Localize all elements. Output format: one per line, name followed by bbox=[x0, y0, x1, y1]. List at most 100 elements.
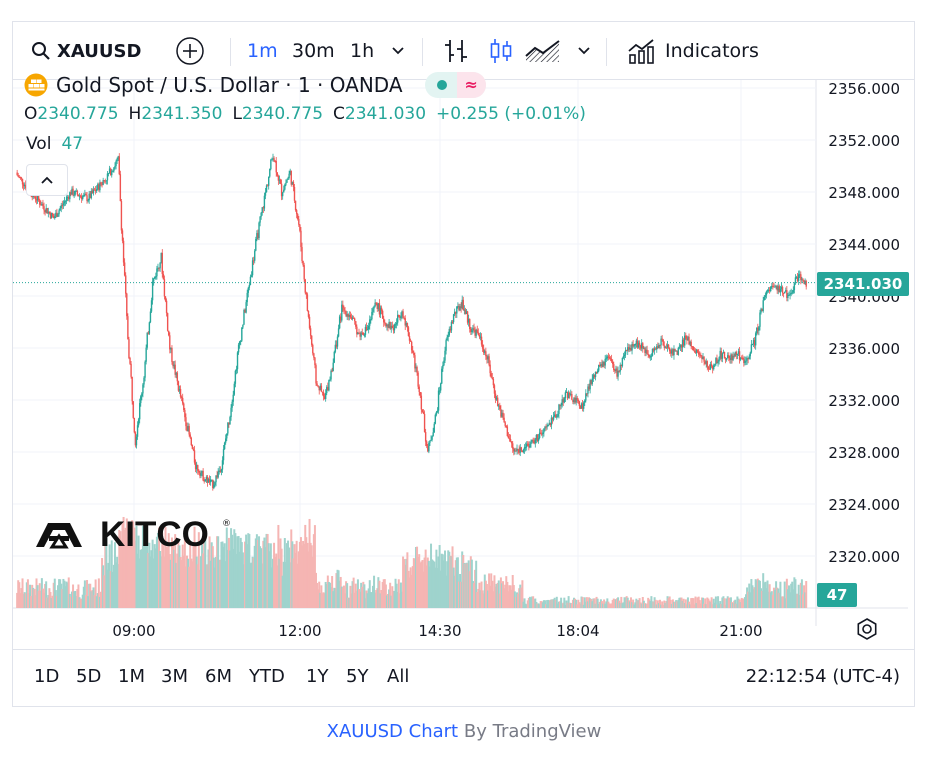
volume-bar bbox=[743, 597, 746, 608]
volume-bar bbox=[186, 555, 188, 608]
candle-body bbox=[661, 338, 663, 340]
volume-bar bbox=[755, 580, 758, 608]
volume-bar bbox=[284, 561, 287, 608]
volume-bar bbox=[374, 592, 377, 608]
candle-body bbox=[222, 449, 225, 461]
volume-bar bbox=[702, 597, 704, 608]
volume-bar bbox=[250, 562, 253, 608]
volume-bar bbox=[47, 595, 50, 608]
candle-body bbox=[521, 450, 524, 453]
volume-bar bbox=[624, 597, 627, 608]
candle-body bbox=[130, 363, 132, 377]
volume-bar bbox=[375, 590, 378, 608]
compare-button[interactable] bbox=[175, 22, 205, 80]
volume-bar bbox=[67, 577, 70, 608]
clock-timezone[interactable]: 22:12:54 (UTC-4) bbox=[745, 666, 900, 687]
range-5d[interactable]: 5D bbox=[76, 666, 102, 687]
candle-body bbox=[627, 347, 629, 351]
candle-body bbox=[143, 377, 145, 385]
indicators-label: Indicators bbox=[665, 40, 759, 62]
candle-body bbox=[146, 332, 148, 348]
volume-bar bbox=[108, 544, 111, 608]
interval-30m[interactable]: 30m bbox=[292, 22, 335, 80]
candle-body bbox=[749, 352, 751, 357]
candle-body bbox=[390, 325, 392, 329]
settings-icon[interactable] bbox=[857, 618, 877, 640]
volume-bar bbox=[765, 588, 768, 608]
range-1m[interactable]: 1M bbox=[118, 666, 145, 687]
volume-bar bbox=[126, 536, 129, 608]
volume-bar bbox=[549, 599, 552, 608]
y-tick-label: 2332.000 bbox=[828, 392, 900, 410]
volume-bar bbox=[54, 590, 57, 608]
range-ytd[interactable]: YTD bbox=[249, 666, 285, 687]
candle-body bbox=[386, 324, 388, 327]
candle-body bbox=[112, 171, 114, 173]
volume-bar bbox=[395, 583, 398, 608]
candles-style-button[interactable] bbox=[488, 22, 514, 80]
volume-bar bbox=[616, 598, 618, 608]
symbol-label: XAUUSD bbox=[57, 40, 142, 62]
range-5y[interactable]: 5Y bbox=[346, 666, 369, 687]
area-style-button[interactable] bbox=[525, 22, 561, 80]
candle-body bbox=[293, 186, 296, 201]
interval-1h[interactable]: 1h bbox=[350, 22, 374, 80]
candle-body bbox=[302, 260, 304, 266]
bar-style-button[interactable] bbox=[443, 22, 469, 80]
range-1y[interactable]: 1Y bbox=[306, 666, 329, 687]
volume-bar bbox=[574, 598, 577, 608]
volume-bar bbox=[552, 599, 555, 608]
volume-bar bbox=[246, 544, 249, 608]
volume-bar bbox=[761, 590, 764, 608]
range-6m[interactable]: 6M bbox=[205, 666, 232, 687]
collapse-legend-button[interactable] bbox=[26, 164, 68, 196]
candle-body bbox=[479, 336, 482, 338]
tradingview-link[interactable]: TradingView bbox=[492, 721, 602, 742]
volume-bar bbox=[470, 559, 473, 608]
volume-bar bbox=[154, 548, 157, 608]
symbol-search[interactable]: XAUUSD bbox=[31, 22, 141, 80]
volume-bar bbox=[709, 602, 712, 608]
interval-dropdown[interactable] bbox=[391, 22, 405, 80]
volume-bar bbox=[503, 588, 506, 608]
volume-bar bbox=[433, 561, 436, 608]
volume-bar bbox=[590, 598, 593, 608]
indicators-button[interactable]: Indicators bbox=[627, 22, 759, 80]
volume-bar bbox=[265, 533, 268, 608]
candle-body bbox=[145, 347, 147, 362]
candle-body bbox=[451, 321, 454, 323]
candle-body bbox=[86, 195, 88, 202]
volume-bar bbox=[468, 571, 471, 608]
volume-bar bbox=[335, 573, 338, 608]
volume-bar bbox=[202, 553, 205, 608]
volume-bar bbox=[131, 520, 134, 608]
candle-body bbox=[87, 200, 89, 202]
y-axis[interactable]: 2356.0002352.0002348.0002344.0002340.000… bbox=[828, 80, 900, 566]
candle-body bbox=[113, 167, 115, 172]
volume-bar bbox=[208, 536, 211, 608]
interval-1m[interactable]: 1m bbox=[247, 22, 278, 80]
candle-body bbox=[175, 372, 177, 375]
volume-bar bbox=[240, 542, 243, 608]
volume-bar bbox=[338, 580, 341, 608]
legend-title[interactable]: Gold Spot / U.S. Dollar · 1 · OANDA bbox=[56, 73, 403, 97]
range-3m[interactable]: 3M bbox=[161, 666, 188, 687]
chart-type-dropdown[interactable] bbox=[577, 22, 591, 80]
candles-icon bbox=[490, 39, 512, 63]
volume-bar bbox=[727, 597, 730, 608]
candle-body bbox=[520, 447, 523, 451]
volume-bar bbox=[469, 556, 472, 608]
volume-bar bbox=[93, 595, 96, 608]
volume-bar bbox=[102, 565, 105, 608]
candle-body bbox=[481, 344, 484, 349]
symbol-chart-link[interactable]: XAUUSD Chart bbox=[326, 721, 459, 742]
range-1d[interactable]: 1D bbox=[34, 666, 60, 687]
volume-bar bbox=[182, 555, 185, 608]
candle-body bbox=[274, 160, 276, 162]
candle-body bbox=[507, 436, 510, 439]
range-all[interactable]: All bbox=[387, 666, 410, 687]
market-status-badge[interactable]: ≈ bbox=[424, 72, 486, 98]
x-axis[interactable]: 09:00 12:00 14:30 18:04 21:00 bbox=[112, 622, 762, 640]
volume-bar bbox=[439, 570, 442, 608]
